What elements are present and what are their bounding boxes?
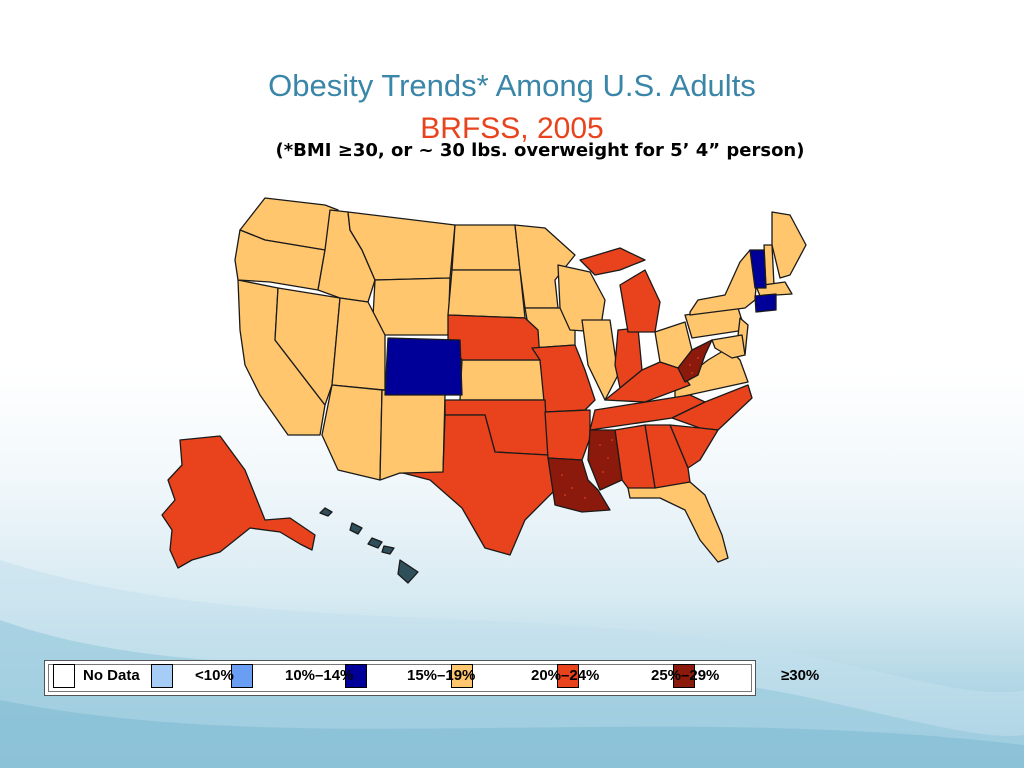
page-title: Obesity Trends* Among U.S. Adults [268, 68, 756, 103]
state-ky [604, 361, 691, 403]
legend-swatch [673, 664, 695, 688]
state-ny [689, 249, 759, 316]
states-25-29 [402, 247, 753, 556]
legend-swatch [231, 664, 253, 688]
us-obesity-map [161, 197, 807, 584]
state-mo [531, 344, 596, 413]
states-ge30 [547, 339, 713, 513]
legend-swatch [345, 664, 367, 688]
legend-label: 20%–24% [531, 667, 600, 684]
stipple-ge30 [561, 357, 699, 499]
bmi-note: (*BMI ≥30, or ~ 30 lbs. overweight for 5… [275, 140, 805, 161]
state-vt [749, 249, 767, 289]
state-wy [371, 277, 451, 336]
state-la [547, 457, 611, 513]
states-15-19 [384, 249, 777, 396]
legend-frame [48, 664, 752, 692]
legend-label: 25%–29% [651, 667, 720, 684]
legend-swatch [557, 664, 579, 688]
legend: No Data <10% 10%–14% 15%–19% 20%–24% 25%–29% ≥… [44, 660, 819, 696]
state-ks [459, 359, 546, 401]
state-or [234, 229, 326, 291]
legend-label: 15%–19% [407, 667, 476, 684]
state-ak [161, 435, 316, 569]
state-ct [754, 293, 777, 313]
state-nv [274, 287, 341, 406]
state-sd [447, 269, 526, 319]
state-mi-up [579, 247, 646, 276]
legend-swatch [151, 664, 173, 688]
state-ne [447, 314, 541, 361]
state-tx [402, 414, 556, 556]
legend-label: <10% [195, 667, 234, 684]
state-wv [677, 339, 713, 383]
legend-label: ≥30% [781, 667, 820, 684]
state-az [321, 384, 383, 481]
state-de-md [711, 334, 746, 359]
state-nm [379, 389, 446, 481]
state-fl [627, 481, 729, 563]
page-subtitle: BRFSS, 2005 [420, 112, 604, 145]
legend-label: No Data [83, 667, 140, 684]
state-il [581, 319, 619, 401]
state-me [771, 211, 807, 279]
state-nd [451, 224, 521, 271]
state-co [384, 337, 463, 396]
state-hi [319, 507, 419, 584]
state-mi [619, 269, 661, 333]
legend-label: 10%–14% [285, 667, 354, 684]
state-ut [331, 297, 386, 391]
legend-swatch [451, 664, 473, 688]
state-ar [544, 409, 591, 461]
state-mn [514, 224, 576, 309]
state-ms [587, 429, 623, 491]
legend-swatch [53, 664, 75, 688]
